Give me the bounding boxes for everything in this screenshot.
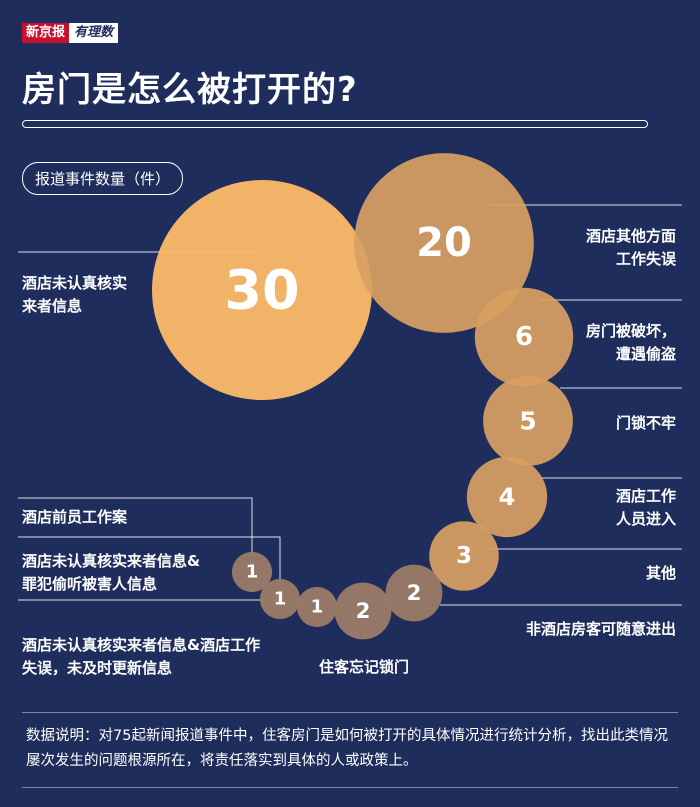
page-title: 房门是怎么被打开的?	[22, 70, 358, 110]
label-2b-line-1: 住客忘记锁门	[319, 658, 409, 676]
label-6-line-1: 房门被破坏，	[586, 322, 676, 340]
bubble-5	[466, 456, 548, 538]
bubble-10	[259, 578, 301, 620]
bubble-9	[296, 586, 338, 628]
label-20-line-1: 酒店其他方面	[586, 227, 676, 245]
note-rule-bottom	[22, 787, 678, 788]
bubble-value-5: 4	[499, 483, 516, 511]
bubble-3	[474, 287, 574, 387]
bubble-8	[334, 582, 392, 640]
bubble-chart: 3020654322111酒店未认真核实来者信息酒店其他方面工作失误房门被破坏，…	[18, 153, 682, 677]
bubble-2	[354, 153, 534, 333]
bubble-11	[231, 551, 273, 593]
brand-sub: 有理数	[69, 23, 119, 43]
bubble-7	[385, 564, 443, 622]
label-30-line-1: 酒店未认真核实	[22, 274, 127, 292]
data-note: 数据说明：对75起新闻报道事件中，住客房门是如何被打开的具体情况进行统计分析，找…	[26, 728, 668, 769]
bubble-value-3: 6	[515, 322, 533, 352]
label-1c-line-1: 酒店前员工作案	[22, 508, 128, 526]
bubble-value-6: 3	[456, 543, 472, 569]
label-1b-line-2: 罪犯偷听被害人信息	[22, 575, 157, 593]
bubble-value-10: 1	[274, 589, 287, 610]
label-30-line-2: 来者信息	[21, 297, 82, 315]
leader-1c	[18, 497, 253, 556]
bubble-4	[483, 376, 573, 466]
bubble-value-1: 30	[224, 259, 299, 322]
label-1a-line-2: 失误，未及时更新信息	[22, 659, 172, 677]
bubble-value-9: 1	[311, 597, 324, 618]
label-4-line-1: 酒店工作	[616, 487, 676, 505]
brand-name: 新京报	[22, 23, 70, 43]
brand-logo: 新京报 有理数	[22, 22, 119, 44]
label-4-line-2: 人员进入	[616, 510, 676, 528]
label-5-line-1: 门锁不牢	[616, 414, 676, 432]
bubble-6	[429, 521, 499, 591]
label-6-line-2: 遭遇偷盗	[616, 345, 676, 363]
bubble-value-7: 2	[407, 581, 422, 605]
leader-1b	[18, 536, 281, 582]
label-1b-line-1: 酒店未认真核实来者信息&	[22, 552, 200, 570]
bubble-value-8: 2	[356, 599, 371, 623]
note-rule-top	[22, 712, 678, 713]
title-rule	[22, 120, 648, 128]
unit-label: 报道事件数量（件）	[22, 162, 184, 195]
bubble-value-4: 5	[519, 407, 536, 436]
label-20-line-2: 工作失误	[616, 250, 677, 268]
bubble-1	[152, 180, 372, 400]
label-1a-line-1: 酒店未认真核实来者信息&酒店工作	[22, 636, 260, 654]
label-2a-line-1: 非酒店房客可随意进出	[526, 620, 676, 638]
label-3-line-1: 其他	[646, 564, 676, 582]
bubble-value-11: 1	[246, 562, 259, 583]
bubble-value-2: 20	[416, 220, 472, 266]
